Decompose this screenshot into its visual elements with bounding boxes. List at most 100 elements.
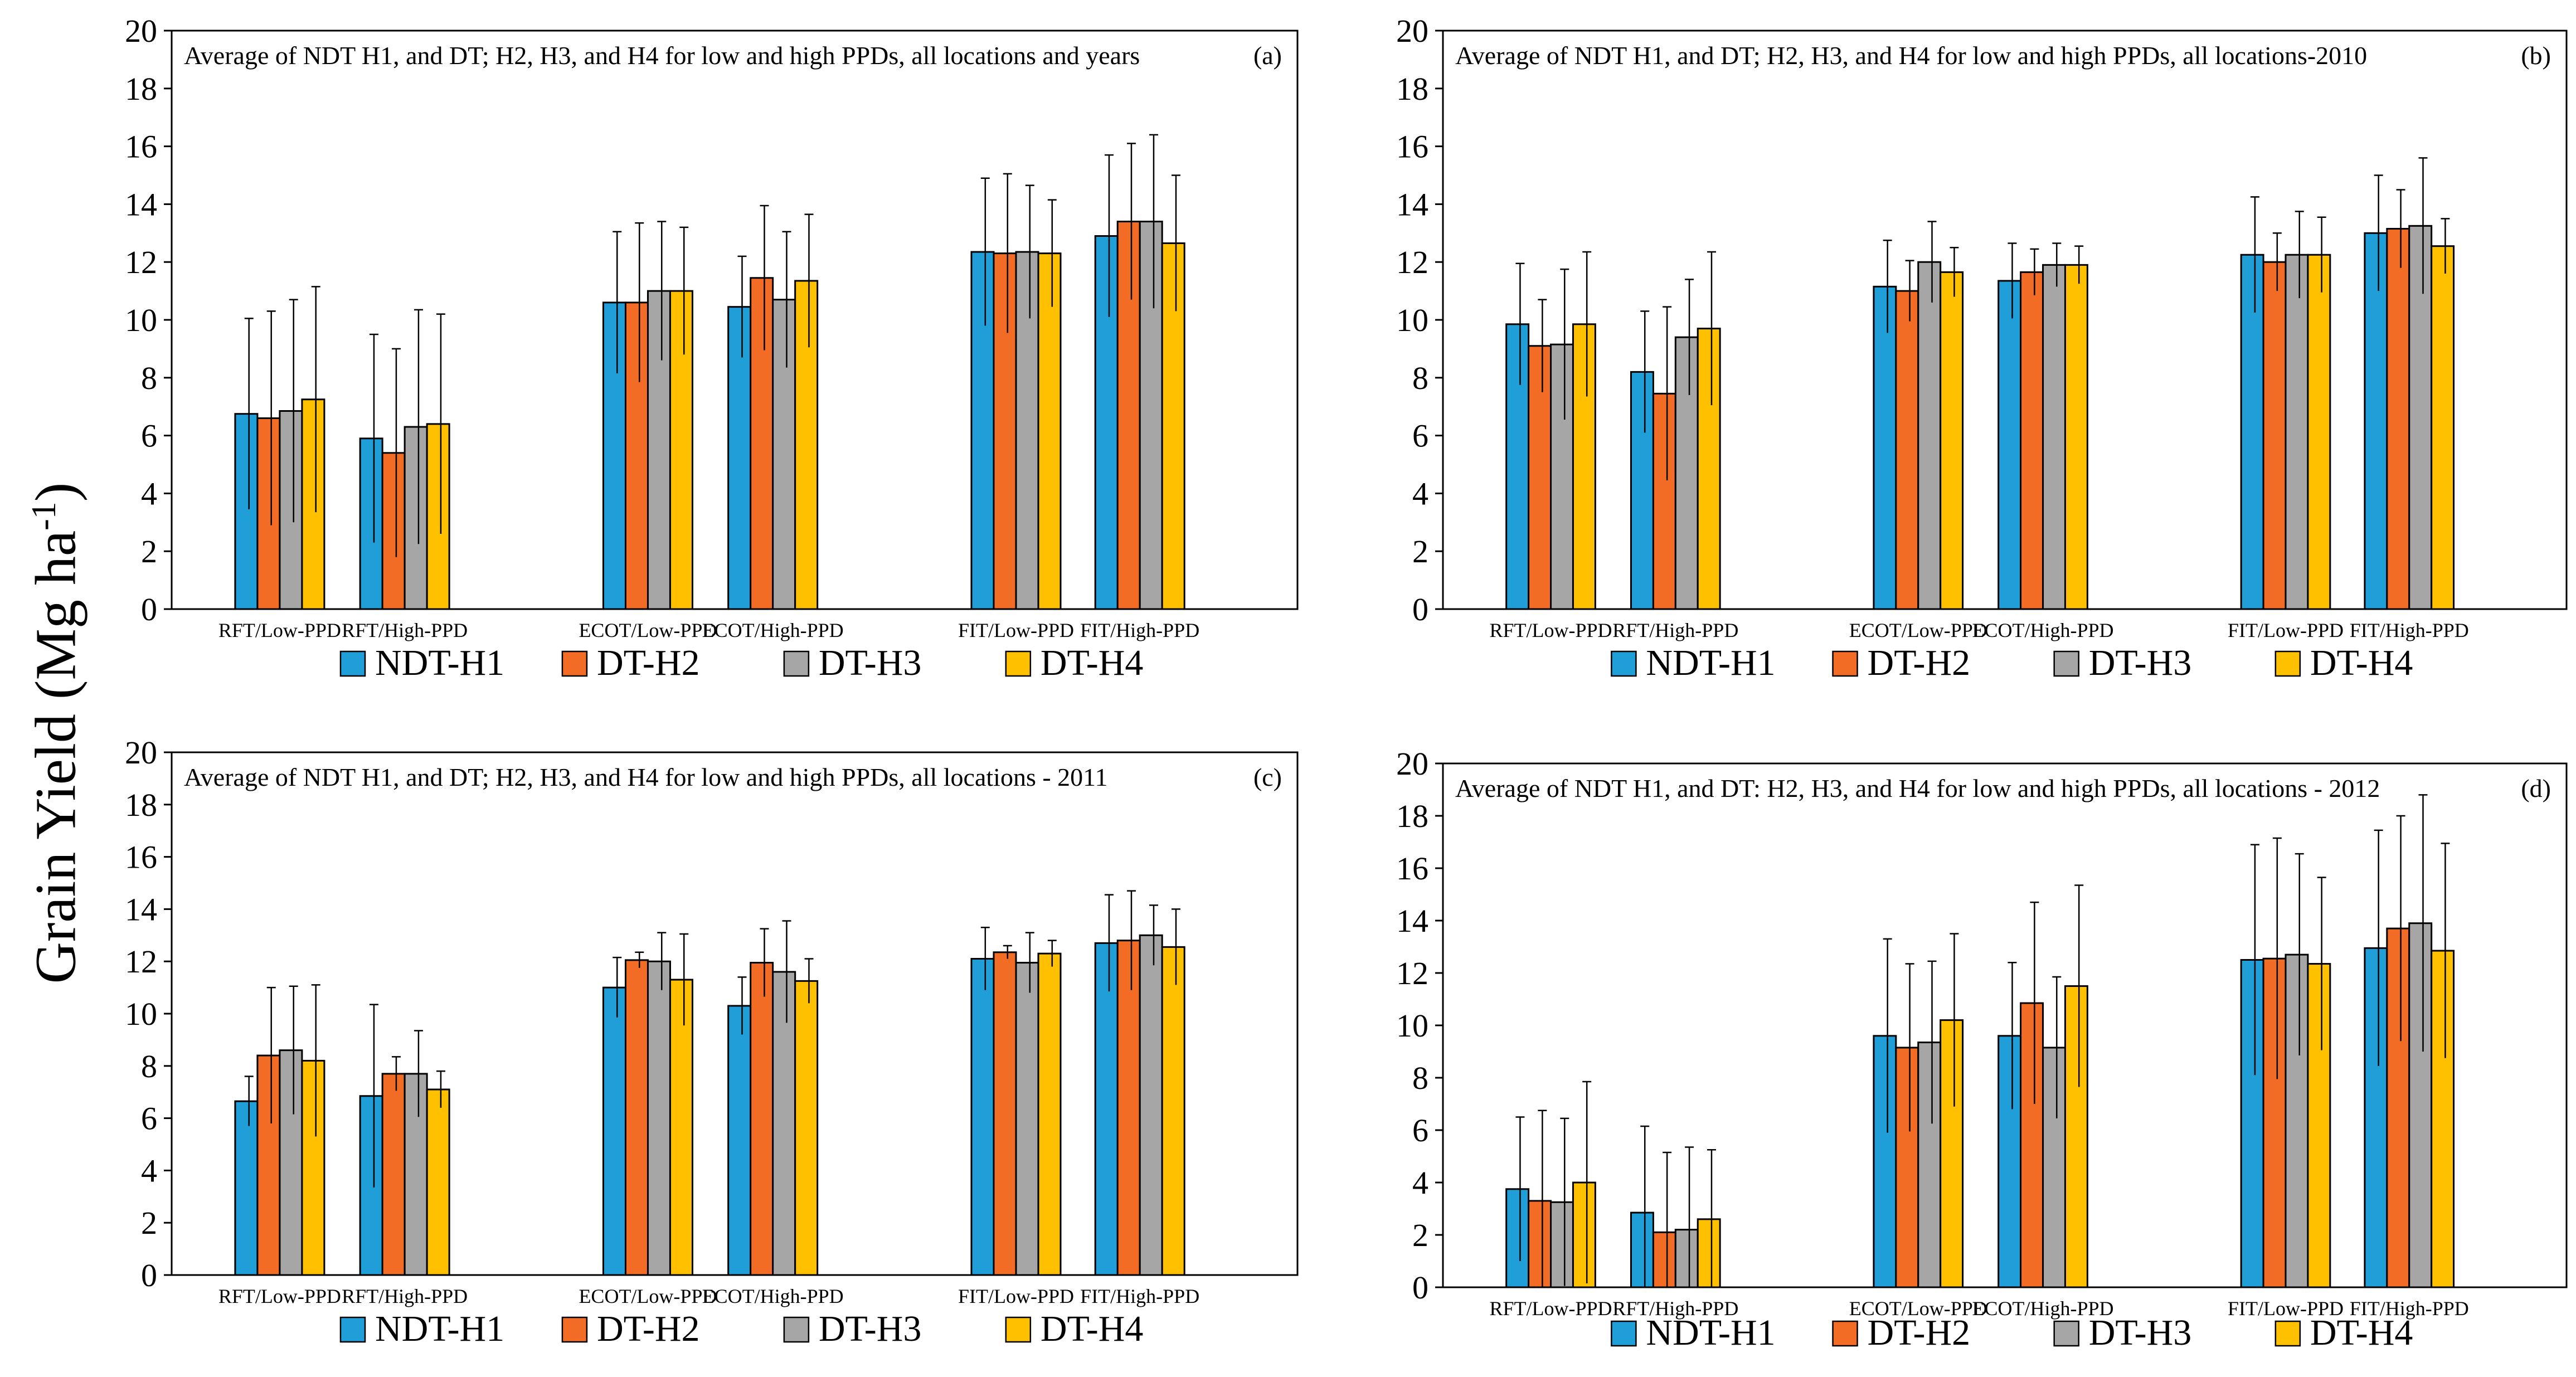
y-tick-label: 12 [1396, 955, 1428, 991]
y-tick-label: 12 [125, 244, 157, 280]
x-tick-label: RFT/Low-PPD [1490, 1297, 1612, 1320]
y-tick-label: 18 [1396, 71, 1428, 107]
bar [970, 958, 995, 1276]
x-tick-label: ECOT/Low-PPD [1849, 1297, 1987, 1320]
chart-panel-b: 0 2 4 6 8 10 12 14 16 18 20 Average of NDT H1, and … [1396, 13, 2568, 683]
legend-label: DT-H2 [597, 1308, 700, 1349]
bar [2262, 957, 2287, 1288]
bar [2020, 271, 2044, 610]
legend-swatch [2274, 650, 2301, 677]
y-tick-label: 2 [141, 533, 157, 570]
y-tick-label: 14 [125, 891, 157, 927]
bar [794, 980, 819, 1276]
bar [256, 417, 281, 610]
x-tick-label: FIT/High-PPD [1080, 1285, 1199, 1307]
bar [1116, 221, 1141, 610]
bar [1652, 392, 1676, 610]
panel-title: Average of NDT H1, and DT; H2, H3, and H… [1455, 41, 2367, 70]
legend-swatch [1832, 1320, 1858, 1347]
bar [2408, 922, 2433, 1288]
legend-swatch [2053, 650, 2079, 677]
y-tick-label: 6 [1412, 1112, 1428, 1149]
y-tick-label: 20 [125, 13, 157, 49]
bar [359, 437, 383, 610]
y-tick-label: 8 [141, 1048, 157, 1084]
panel-tag: (a) [1253, 41, 1282, 70]
bar [993, 252, 1017, 610]
bar [1139, 221, 1163, 610]
legend-label: DT-H2 [597, 643, 700, 683]
legend-label: NDT-H1 [375, 1308, 504, 1349]
bar [647, 960, 671, 1276]
x-tick-label: FIT/Low-PPD [958, 1285, 1074, 1307]
bar [1094, 942, 1119, 1276]
x-tick-label: FIT/High-PPD [2350, 1297, 2469, 1320]
x-tick-label: RFT/Low-PPD [1490, 619, 1612, 641]
legend-label: DT-H4 [1041, 643, 1144, 683]
x-tick-label: ECOT/Low-PPD [1849, 619, 1987, 641]
legend-swatch [339, 650, 366, 677]
y-tick-label: 16 [1396, 129, 1428, 165]
bar [2408, 225, 2433, 610]
y-tick-label: 16 [1396, 850, 1428, 887]
bar [2307, 963, 2331, 1288]
y-tick-label: 4 [141, 1152, 157, 1189]
panel-tag: (c) [1253, 763, 1282, 791]
bar [1630, 1211, 1654, 1288]
legend-label: DT-H2 [1868, 643, 1971, 683]
x-tick-label: RFT/Low-PPD [218, 1285, 341, 1307]
bar [1505, 323, 1530, 610]
bar [1015, 962, 1039, 1276]
x-tick-label: ECOT/High-PPD [1972, 619, 2114, 641]
legend-label: NDT-H1 [1646, 1312, 1775, 1353]
bar [1161, 946, 1185, 1276]
y-tick-label: 6 [141, 1101, 157, 1137]
bar [624, 301, 649, 610]
bar [1895, 290, 1919, 610]
bar [301, 398, 325, 610]
bar [1917, 261, 1942, 610]
y-tick-label: 10 [1396, 1008, 1428, 1044]
legend-label: DT-H2 [1868, 1312, 1971, 1353]
legend-swatch [783, 1316, 810, 1343]
y-tick-label: 6 [141, 418, 157, 454]
bar [1697, 328, 1721, 610]
y-tick-label: 4 [141, 475, 157, 512]
bar [2386, 228, 2410, 610]
y-tick-label: 4 [1412, 475, 1428, 512]
bar [2285, 254, 2309, 610]
bar [794, 280, 819, 610]
bar [2386, 927, 2410, 1288]
bar [359, 1095, 383, 1276]
bar [1997, 1035, 2022, 1288]
x-tick-label: ECOT/Low-PPD [579, 1285, 717, 1307]
bar [772, 299, 796, 610]
y-tick-label: 16 [125, 839, 157, 875]
bar [727, 306, 752, 610]
legend-swatch [2274, 1320, 2301, 1347]
y-tick-label: 12 [125, 943, 157, 980]
y-tick-label: 6 [1412, 418, 1428, 454]
legend-label: DT-H4 [2310, 1312, 2413, 1353]
legend-swatch [561, 650, 588, 677]
chart-panel-d: 0 2 4 6 8 10 12 14 16 18 20 Average of NDT H1, and … [1396, 746, 2568, 1353]
bar [279, 1049, 303, 1276]
y-tick-label: 2 [1412, 1217, 1428, 1253]
y-tick-label: 18 [125, 787, 157, 823]
bar [1572, 323, 1596, 610]
bar [2364, 232, 2388, 610]
bar [404, 1073, 428, 1276]
y-tick-label: 14 [125, 186, 157, 222]
bar [624, 959, 649, 1276]
bar [1139, 934, 1163, 1276]
bar [1997, 280, 2022, 610]
bar [1940, 1019, 1964, 1288]
y-tick-label: 4 [1412, 1165, 1428, 1201]
bar [1630, 371, 1654, 610]
bar [381, 1073, 406, 1276]
bar [970, 251, 995, 610]
y-tick-label: 18 [125, 71, 157, 107]
x-tick-label: RFT/High-PPD [342, 619, 468, 641]
legend-label: NDT-H1 [1646, 643, 1775, 683]
